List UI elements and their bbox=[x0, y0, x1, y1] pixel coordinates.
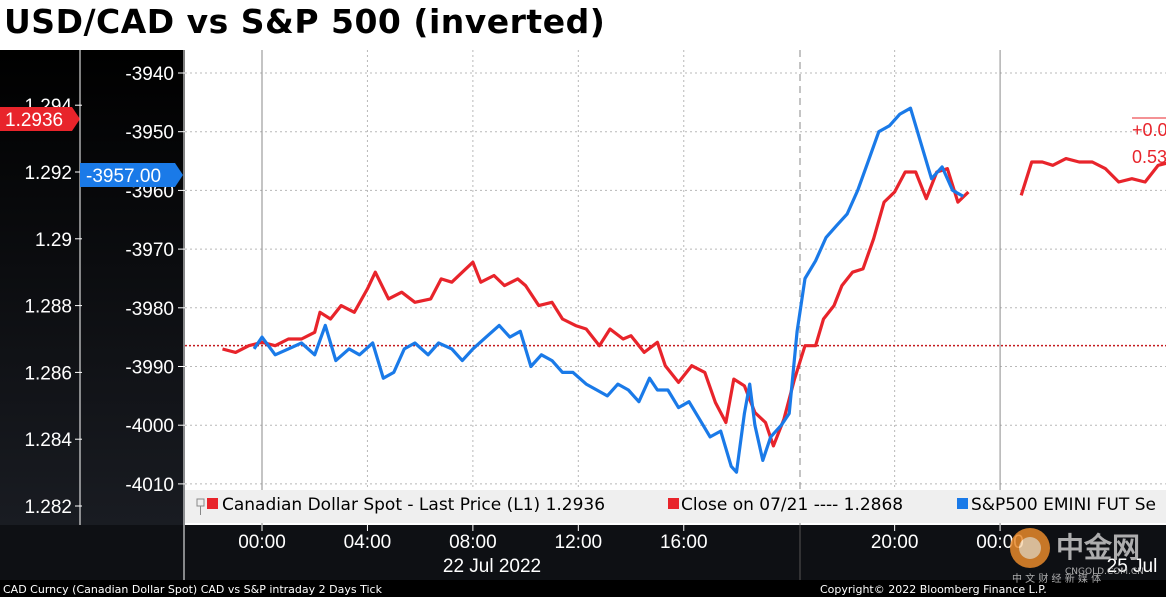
x-date-label-1: 22 Jul 2022 bbox=[443, 556, 541, 577]
x-tick-label: 08:00 bbox=[449, 532, 497, 553]
vertical-gridlines bbox=[261, 50, 1001, 580]
left-tick-label: 1.29 bbox=[35, 230, 72, 251]
inner-tick-label: -4010 bbox=[125, 475, 174, 496]
x-tick-label: 16:00 bbox=[660, 532, 708, 553]
spx-series-line-seg-0 bbox=[252, 106, 964, 474]
legend-swatch-close bbox=[668, 498, 679, 509]
inner-tick-label: -4000 bbox=[125, 416, 174, 437]
cad-series-line-seg-0 bbox=[222, 167, 970, 448]
footer-left: CAD Curncy (Canadian Dollar Spot) CAD vs… bbox=[3, 583, 383, 596]
inner-tick-label: -3940 bbox=[125, 64, 174, 85]
footer-panel bbox=[0, 580, 1166, 597]
plot-area bbox=[185, 50, 1166, 525]
right-edge-pct: 0.53 bbox=[1132, 147, 1166, 167]
inner-axis-ticks: -3940-3950-3960-3970-3980-3990-4000-4010 bbox=[125, 50, 185, 580]
cad-series-line-seg-1 bbox=[1019, 157, 1166, 196]
watermark-domain: CNGOLD.COM.CN bbox=[1065, 567, 1144, 577]
left-tick-label: 1.284 bbox=[24, 430, 72, 451]
inner-tick-label: -3950 bbox=[125, 123, 174, 144]
cad-last-value-tag: 1.2936 bbox=[0, 107, 80, 131]
left-tick-label: 1.286 bbox=[24, 363, 72, 384]
left-axis-panel bbox=[0, 50, 185, 580]
watermark-logo: 中金网 CNGOLD.COM.CN 中 文 财 经 新 媒 体 bbox=[1010, 528, 1144, 585]
watermark-tagline: 中 文 财 经 新 媒 体 bbox=[1012, 572, 1101, 585]
x-axis-panel bbox=[0, 525, 1166, 580]
legend-swatch-cad bbox=[207, 498, 218, 509]
inner-tick-label: -3980 bbox=[125, 299, 174, 320]
legend-swatch-spx bbox=[957, 498, 968, 509]
chart-title: USD/CAD vs S&P 500 (inverted) bbox=[4, 2, 606, 41]
footer-right: Copyright© 2022 Bloomberg Finance L.P. bbox=[820, 583, 1047, 596]
x-axis-ticks: 00:00 04:00 08:00 12:00 16:00 20:00 00:00 bbox=[238, 525, 1024, 553]
cad-last-value: 1.2936 bbox=[5, 110, 63, 131]
legend-pin-icon[interactable] bbox=[196, 498, 205, 515]
x-tick-label: 00:00 bbox=[238, 532, 286, 553]
inner-tick-label: -3970 bbox=[125, 240, 174, 261]
x-date-label-2: 25 Jul bbox=[1107, 556, 1158, 577]
left-tick-label: 1.288 bbox=[24, 297, 72, 318]
x-tick-label: 12:00 bbox=[555, 532, 603, 553]
spx-last-value: -3957.00 bbox=[86, 166, 161, 187]
spx-last-value-tag: -3957.00 bbox=[80, 163, 183, 187]
watermark-text: 中金网 bbox=[1056, 531, 1140, 564]
legend-label-close: Close on 07/21 ---- 1.2868 bbox=[681, 495, 903, 515]
legend-label-cad: Canadian Dollar Spot - Last Price (L1) 1… bbox=[222, 495, 605, 515]
legend-label-spx: S&P500 EMINI FUT Se bbox=[971, 495, 1156, 515]
x-tick-label: 04:00 bbox=[344, 532, 392, 553]
x-tick-label: 20:00 bbox=[871, 532, 919, 553]
inner-tick-label: -3990 bbox=[125, 358, 174, 379]
right-edge-change: +0.0 bbox=[1132, 120, 1166, 140]
left-tick-label: 1.292 bbox=[24, 163, 72, 184]
left-tick-label: 1.282 bbox=[24, 497, 72, 518]
gridlines bbox=[185, 72, 1166, 485]
series-layer bbox=[222, 106, 1166, 474]
